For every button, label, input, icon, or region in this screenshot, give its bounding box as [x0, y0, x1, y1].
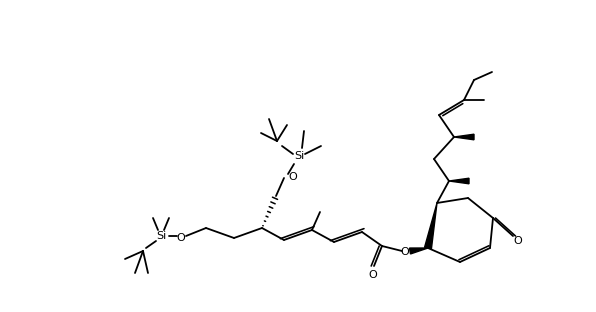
- Polygon shape: [424, 203, 437, 249]
- Polygon shape: [409, 248, 428, 254]
- Text: Si: Si: [294, 151, 304, 161]
- Polygon shape: [449, 178, 469, 184]
- Polygon shape: [454, 134, 474, 140]
- Text: O: O: [288, 172, 297, 182]
- Text: O: O: [401, 247, 409, 257]
- Text: O: O: [514, 236, 522, 246]
- Text: O: O: [368, 270, 377, 280]
- Text: O: O: [176, 233, 185, 243]
- Text: Si: Si: [156, 231, 166, 241]
